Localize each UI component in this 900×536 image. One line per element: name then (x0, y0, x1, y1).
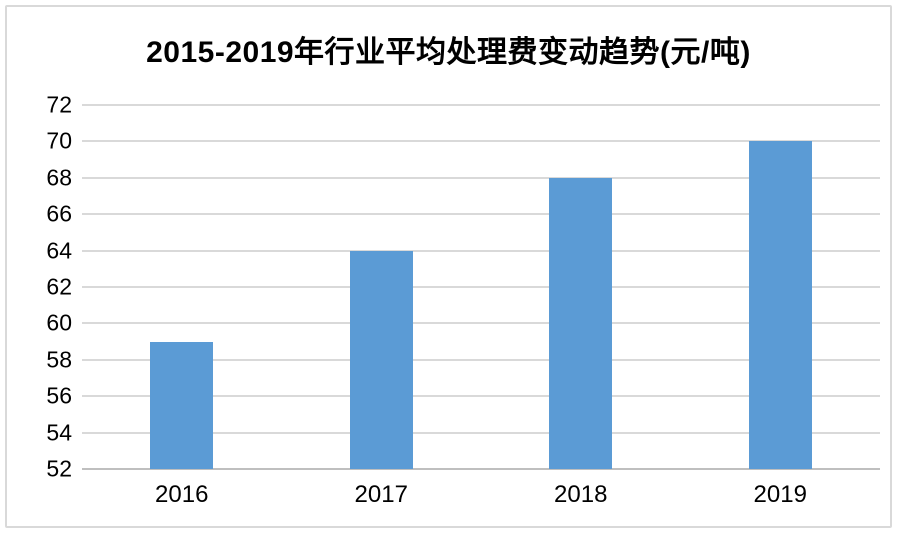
plot-area: 52 54 56 58 60 62 64 66 68 70 72 2016 2017 2018 2019 (46, 93, 880, 507)
y-axis-tick-label: 60 (46, 309, 72, 336)
gridline (82, 176, 880, 179)
gridline (82, 322, 880, 325)
y-axis-tick-label: 72 (46, 91, 72, 118)
y-axis-tick-label: 62 (46, 273, 72, 300)
y-axis-tick-label: 66 (46, 200, 72, 227)
gridline (82, 358, 880, 361)
bar-2018 (549, 177, 613, 469)
x-axis-tick-label: 2016 (155, 481, 209, 508)
y-axis-tick-label: 58 (46, 346, 72, 373)
y-axis-tick-label: 52 (46, 455, 72, 482)
x-axis-tick-label: 2018 (554, 481, 608, 508)
y-axis-tick-label: 54 (46, 419, 72, 446)
y-axis-tick-label: 64 (46, 237, 72, 264)
bar-2019 (748, 141, 812, 469)
gridline (82, 104, 880, 106)
gridline (82, 213, 880, 216)
y-axis-tick-label: 70 (46, 127, 72, 154)
bar-2016 (150, 341, 214, 469)
y-axis-tick-label: 68 (46, 164, 72, 191)
gridline (82, 395, 880, 398)
gridline (82, 249, 880, 252)
chart-title: 2015-2019年行业平均处理费变动趋势(元/吨) (146, 36, 751, 69)
y-axis-tick-label: 56 (46, 382, 72, 409)
x-axis-line (82, 468, 880, 470)
gridline (82, 140, 880, 143)
gridline (82, 431, 880, 434)
x-axis-tick-label: 2019 (753, 481, 807, 508)
gridline (82, 286, 880, 288)
bar-2017 (349, 250, 413, 469)
x-axis-tick-label: 2017 (354, 481, 408, 508)
chart-frame: 2015-2019年行业平均处理费变动趋势(元/吨) 52 54 56 58 60 62 6… (5, 5, 892, 528)
